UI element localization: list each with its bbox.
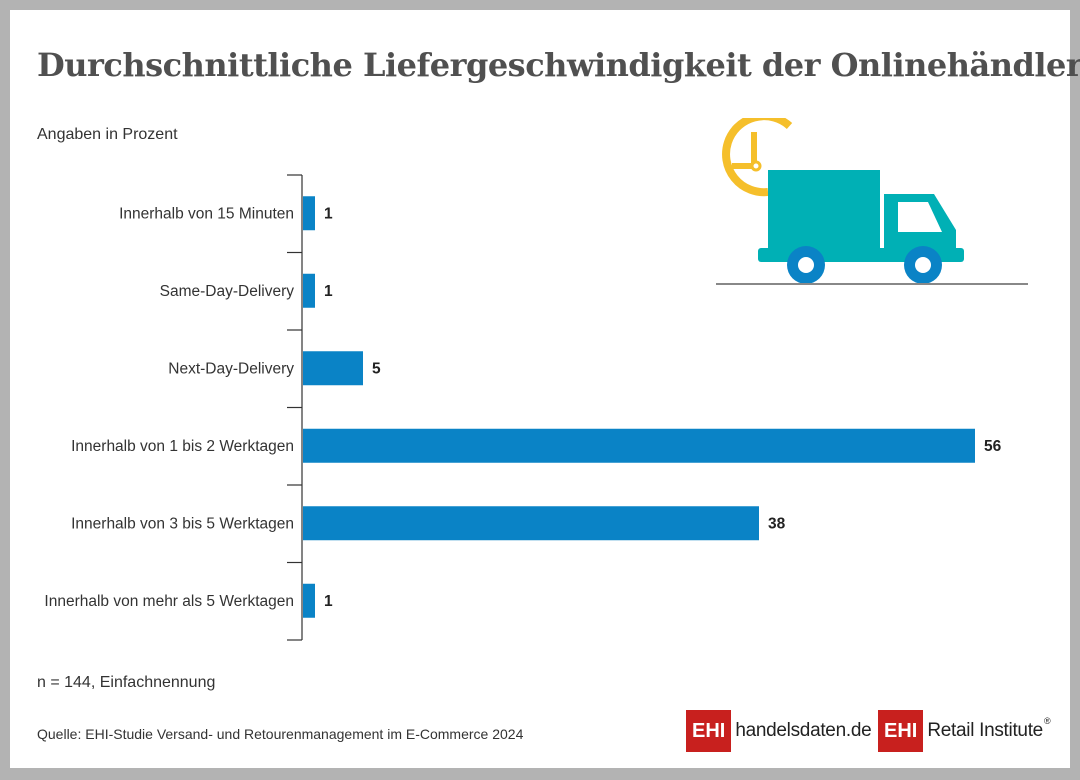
logo-text: handelsdaten.de <box>735 720 872 741</box>
clock-arc-icon <box>722 118 793 197</box>
category-label: Next-Day-Delivery <box>168 360 294 377</box>
infographic-card: Durchschnittliche Liefergeschwindigkeit … <box>10 10 1080 768</box>
registered-mark: ® <box>1043 716 1051 726</box>
category-label: Innerhalb von 1 bis 2 Werktagen <box>71 438 294 455</box>
logo-ehi-retail-institute: EHI Retail Institute ® <box>878 710 1051 752</box>
bar <box>303 351 363 386</box>
bar-value-label: 38 <box>768 515 786 532</box>
delivery-truck-clock-icon <box>716 118 1028 285</box>
bar <box>303 506 759 541</box>
ehi-logo-mark: EHI <box>686 710 732 752</box>
bar <box>303 428 975 463</box>
bar <box>303 196 315 231</box>
bar-value-label: 1 <box>324 205 333 222</box>
bar-chart: Innerhalb von 15 Minuten 1 Same-Day-Delive… <box>44 174 1002 641</box>
bar-value-label: 5 <box>372 360 381 377</box>
category-label: Innerhalb von 15 Minuten <box>119 205 294 222</box>
logo-handelsdaten: EHI handelsdaten.de <box>686 710 872 752</box>
ehi-logo-mark: EHI <box>878 710 924 752</box>
source-note: Quelle: EHI-Studie Versand- und Retouren… <box>37 726 524 742</box>
category-label: Innerhalb von mehr als 5 Werktagen <box>44 593 294 610</box>
page-title: Durchschnittliche Liefergeschwindigkeit … <box>37 46 1080 84</box>
unit-note: Angaben in Prozent <box>37 126 178 143</box>
bar-value-label: 1 <box>324 283 333 300</box>
logo-text: Retail Institute <box>927 720 1043 741</box>
bar <box>303 583 315 618</box>
truck-cargo-icon <box>768 170 880 252</box>
bar-value-label: 1 <box>324 593 333 610</box>
bar-value-label: 56 <box>984 438 1002 455</box>
bar <box>303 273 315 308</box>
clock-center-icon <box>750 160 762 172</box>
category-label: Same-Day-Delivery <box>160 283 295 300</box>
sample-footnote: n = 144, Einfachnennung <box>37 674 216 691</box>
truck-window-icon <box>898 202 942 232</box>
category-label: Innerhalb von 3 bis 5 Werktagen <box>71 515 294 532</box>
